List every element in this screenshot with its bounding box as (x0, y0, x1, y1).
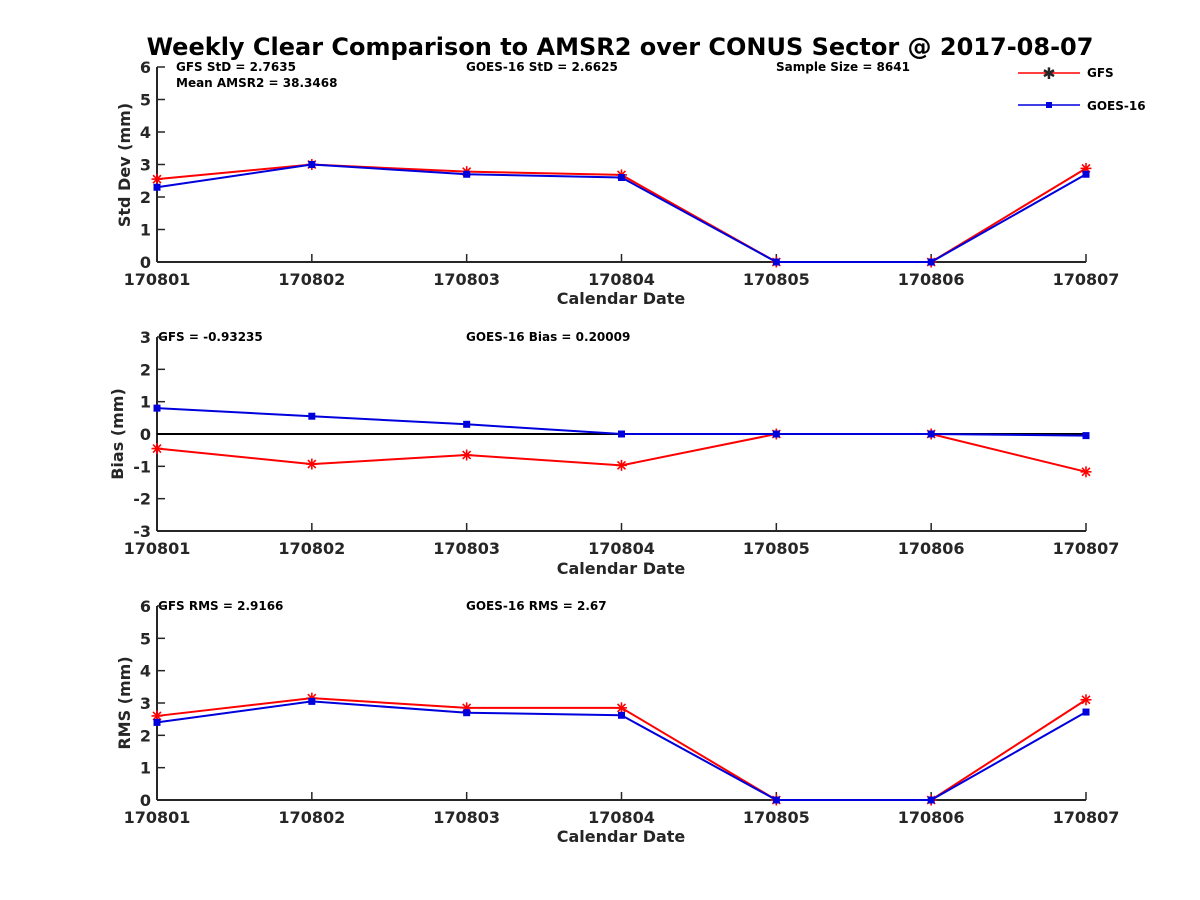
rms-x-tick-label: 170804 (588, 808, 655, 827)
stddev-y-tick-label: 3 (140, 156, 151, 175)
rms-goes16-point (772, 796, 780, 804)
rms-gfs-point (616, 702, 627, 714)
rms-y-tick-label: 3 (140, 694, 151, 713)
rms-x-tick-label: 170807 (1053, 808, 1120, 827)
bias-x-tick-label: 170801 (124, 539, 191, 558)
stddev-y-tick-label: 2 (140, 188, 151, 207)
bias-goes16-point (927, 430, 935, 438)
stddev-goes16-point (153, 183, 161, 191)
rms-goes16-point (463, 709, 471, 717)
bias-y-tick-label: 2 (140, 360, 151, 379)
bias-gfs-point (306, 458, 318, 470)
stddev-goes16-point (772, 258, 780, 266)
rms-y-tick-label: 5 (140, 629, 151, 648)
goes16-std-annotation: GOES-16 StD = 2.6625 (466, 60, 618, 74)
bias-y-tick-label: -3 (133, 522, 151, 541)
stddev-goes16-point (927, 258, 935, 266)
stddev-gfs-point (151, 173, 163, 185)
stddev-x-tick-label: 170804 (588, 270, 655, 289)
stddev-x-axis-label: Calendar Date (557, 289, 686, 308)
gfs-bias-annotation: GFS = -0.93235 (158, 330, 263, 344)
bias-x-tick-label: 170802 (278, 539, 345, 558)
stddev-y-tick-label: 0 (140, 253, 151, 272)
rms-x-tick-label: 170801 (124, 808, 191, 827)
rms-goes16-point (927, 796, 935, 804)
stddev-goes16-point (308, 161, 316, 168)
bias-y-tick-label: -2 (133, 490, 151, 509)
figure-title: Weekly Clear Comparison to AMSR2 over CO… (147, 33, 1094, 61)
goes16-rms-annotation: GOES-16 RMS = 2.67 (466, 599, 607, 613)
bias-x-tick-label: 170805 (743, 539, 810, 558)
legend-goes16-label: GOES-16 (1087, 99, 1146, 113)
bias-goes16-point (308, 412, 316, 420)
rms-gfs-point (1080, 694, 1092, 706)
rms-y-tick-label: 4 (140, 662, 151, 681)
stddev-goes16-point (618, 174, 625, 181)
bias-y-axis-label: Bias (mm) (108, 388, 127, 480)
rms-y-tick-label: 0 (140, 791, 151, 810)
bias-x-tick-label: 170807 (1053, 539, 1120, 558)
bias-x-tick-label: 170804 (588, 539, 655, 558)
bias-y-tick-label: 3 (140, 328, 151, 347)
bias-goes16-point (1082, 432, 1090, 440)
stddev-y-tick-label: 4 (140, 123, 151, 142)
bias-goes16-point (153, 404, 161, 412)
legend-gfs-label: GFS (1087, 66, 1114, 80)
rms-goes16-point (153, 718, 161, 726)
stddev-y-axis-label: Std Dev (mm) (115, 103, 134, 227)
rms-y-axis-label: RMS (mm) (115, 656, 134, 749)
stddev-x-tick-label: 170805 (743, 270, 810, 289)
bias-gfs-point (1080, 466, 1092, 478)
rms-y-tick-label: 1 (140, 759, 151, 778)
rms-x-tick-label: 170805 (743, 808, 810, 827)
rms-y-tick-label: 6 (140, 597, 151, 616)
stddev-x-tick-label: 170803 (433, 270, 500, 289)
bias-x-tick-label: 170803 (433, 539, 500, 558)
bias-goes16-point (772, 430, 780, 438)
rms-x-axis-label: Calendar Date (557, 827, 686, 846)
stddev-x-tick-label: 170801 (124, 270, 191, 289)
bias-y-tick-label: -1 (133, 457, 151, 476)
stddev-y-tick-label: 1 (140, 221, 151, 240)
bias-goes16-point (463, 420, 471, 428)
legend-gfs-marker: ✱ (1042, 64, 1055, 83)
legend-goes16-marker (1046, 102, 1052, 108)
bias-x-tick-label: 170806 (898, 539, 965, 558)
bias-gfs-point (616, 459, 627, 471)
stddev-panel: GFS StD = 2.7635 Mean AMSR2 = 38.3468 GO… (115, 58, 1119, 308)
stddev-x-tick-label: 170806 (898, 270, 965, 289)
rms-goes16-point (618, 711, 625, 719)
bias-x-axis-label: Calendar Date (557, 559, 686, 578)
mean-amsr2-annotation: Mean AMSR2 = 38.3468 (176, 76, 337, 90)
bias-panel: GFS = -0.93235 GOES-16 Bias = 0.20009 Bi… (108, 328, 1119, 578)
gfs-rms-annotation: GFS RMS = 2.9166 (158, 599, 283, 613)
stddev-y-tick-label: 6 (140, 58, 151, 77)
rms-y-tick-label: 2 (140, 726, 151, 745)
bias-y-tick-label: 1 (140, 393, 151, 412)
stddev-goes16-point (463, 170, 471, 178)
rms-goes16-point (1082, 708, 1090, 716)
rms-x-tick-label: 170803 (433, 808, 500, 827)
goes16-bias-annotation: GOES-16 Bias = 0.20009 (466, 330, 630, 344)
stddev-x-tick-label: 170802 (278, 270, 345, 289)
stddev-goes16-point (1082, 170, 1090, 178)
gfs-std-annotation: GFS StD = 2.7635 (176, 60, 296, 74)
stddev-x-tick-label: 170807 (1053, 270, 1120, 289)
rms-goes16-point (308, 697, 316, 705)
bias-goes16-point (618, 430, 625, 438)
bias-y-tick-label: 0 (140, 425, 151, 444)
sample-size-annotation: Sample Size = 8641 (776, 60, 910, 74)
rms-x-tick-label: 170806 (898, 808, 965, 827)
stddev-y-tick-label: 5 (140, 91, 151, 110)
rms-x-tick-label: 170802 (278, 808, 345, 827)
bias-gfs-point (461, 449, 473, 461)
rms-panel: GFS RMS = 2.9166 GOES-16 RMS = 2.67 RMS … (115, 597, 1119, 846)
bias-gfs-point (151, 443, 163, 455)
legend: ✱ GFS GOES-16 (1018, 64, 1146, 113)
